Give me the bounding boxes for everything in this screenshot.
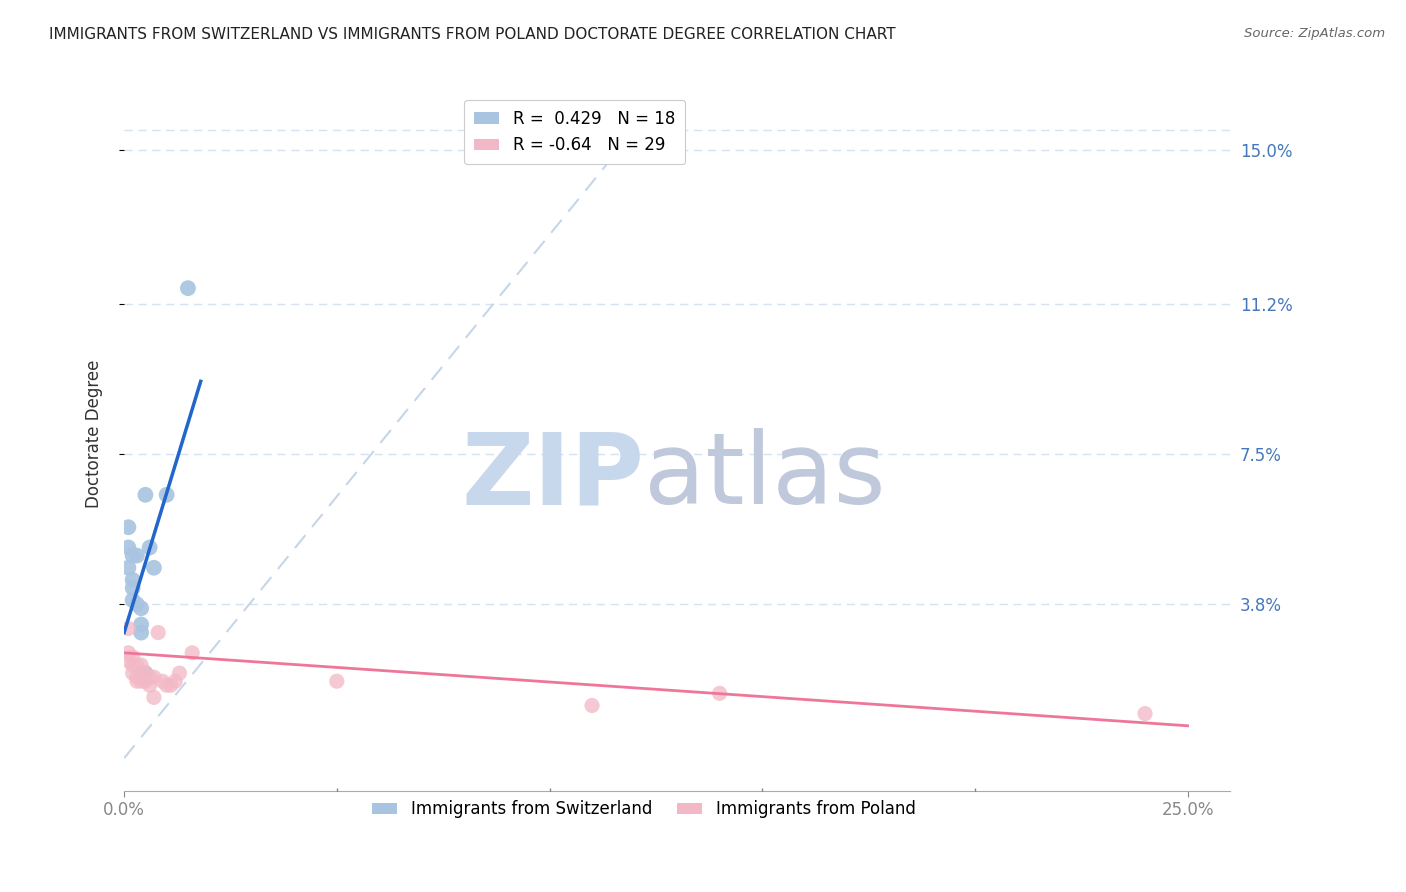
Point <box>1133 706 1156 721</box>
Point <box>177 281 200 295</box>
Point <box>129 625 152 640</box>
Point <box>129 617 152 632</box>
Point <box>129 658 152 673</box>
Point <box>129 670 152 684</box>
Point <box>121 549 143 563</box>
Point <box>117 560 139 574</box>
Point <box>121 658 143 673</box>
Point <box>125 670 148 684</box>
Point <box>125 597 148 611</box>
Point <box>117 646 139 660</box>
Point <box>160 678 183 692</box>
Point <box>142 560 165 574</box>
Point <box>138 678 160 692</box>
Point <box>117 654 139 668</box>
Point <box>117 541 139 555</box>
Point <box>152 674 174 689</box>
Legend: Immigrants from Switzerland, Immigrants from Poland: Immigrants from Switzerland, Immigrants … <box>366 794 922 825</box>
Point <box>134 666 156 681</box>
Point <box>121 581 143 595</box>
Point <box>138 670 160 684</box>
Point <box>142 690 165 705</box>
Point <box>125 674 148 689</box>
Text: Source: ZipAtlas.com: Source: ZipAtlas.com <box>1244 27 1385 40</box>
Point <box>134 666 156 681</box>
Point <box>709 686 731 700</box>
Point <box>121 666 143 681</box>
Point <box>117 520 139 534</box>
Point <box>129 674 152 689</box>
Point <box>121 649 143 664</box>
Point <box>156 488 179 502</box>
Point <box>326 674 349 689</box>
Text: ZIP: ZIP <box>461 428 644 525</box>
Point <box>146 625 169 640</box>
Point <box>125 549 148 563</box>
Y-axis label: Doctorate Degree: Doctorate Degree <box>86 359 103 508</box>
Point <box>169 666 191 681</box>
Point <box>138 541 160 555</box>
Point <box>134 674 156 689</box>
Point <box>129 601 152 615</box>
Point <box>125 658 148 673</box>
Point <box>117 622 139 636</box>
Text: IMMIGRANTS FROM SWITZERLAND VS IMMIGRANTS FROM POLAND DOCTORATE DEGREE CORRELATI: IMMIGRANTS FROM SWITZERLAND VS IMMIGRANT… <box>49 27 896 42</box>
Point <box>121 593 143 607</box>
Point <box>156 678 179 692</box>
Point <box>121 573 143 587</box>
Point <box>581 698 603 713</box>
Point <box>134 488 156 502</box>
Point <box>142 670 165 684</box>
Text: atlas: atlas <box>644 428 886 525</box>
Point <box>181 646 204 660</box>
Point <box>165 674 187 689</box>
